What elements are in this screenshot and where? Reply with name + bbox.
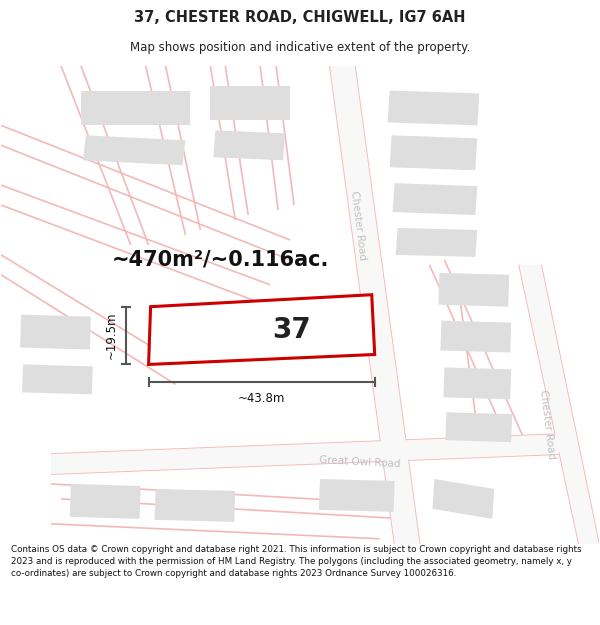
Polygon shape (388, 91, 479, 126)
Polygon shape (155, 489, 235, 522)
Polygon shape (211, 86, 290, 121)
Polygon shape (149, 295, 375, 364)
Polygon shape (389, 136, 478, 170)
Polygon shape (439, 272, 509, 307)
Text: 37: 37 (272, 316, 311, 344)
Polygon shape (214, 131, 285, 160)
Text: Chester Road: Chester Road (538, 389, 556, 459)
Text: Contains OS data © Crown copyright and database right 2021. This information is : Contains OS data © Crown copyright and d… (11, 546, 581, 578)
Polygon shape (319, 479, 395, 512)
Polygon shape (392, 183, 478, 215)
Polygon shape (70, 484, 140, 519)
Polygon shape (20, 314, 91, 349)
Text: Great Owl Road: Great Owl Road (319, 455, 401, 469)
Polygon shape (440, 321, 511, 352)
Polygon shape (83, 136, 185, 165)
Text: Chester Road: Chester Road (349, 189, 367, 261)
Polygon shape (519, 265, 599, 544)
Polygon shape (433, 479, 494, 519)
Text: 37, CHESTER ROAD, CHIGWELL, IG7 6AH: 37, CHESTER ROAD, CHIGWELL, IG7 6AH (134, 10, 466, 25)
Polygon shape (81, 91, 190, 126)
Polygon shape (330, 66, 419, 544)
Text: Map shows position and indicative extent of the property.: Map shows position and indicative extent… (130, 41, 470, 54)
Text: ~43.8m: ~43.8m (238, 392, 286, 405)
Text: ~470m²/~0.116ac.: ~470m²/~0.116ac. (112, 250, 329, 270)
Polygon shape (51, 434, 559, 474)
Polygon shape (193, 317, 295, 349)
Polygon shape (445, 412, 512, 442)
Text: ~19.5m: ~19.5m (105, 312, 118, 359)
Polygon shape (395, 228, 478, 257)
Polygon shape (443, 368, 511, 399)
Polygon shape (22, 364, 93, 394)
